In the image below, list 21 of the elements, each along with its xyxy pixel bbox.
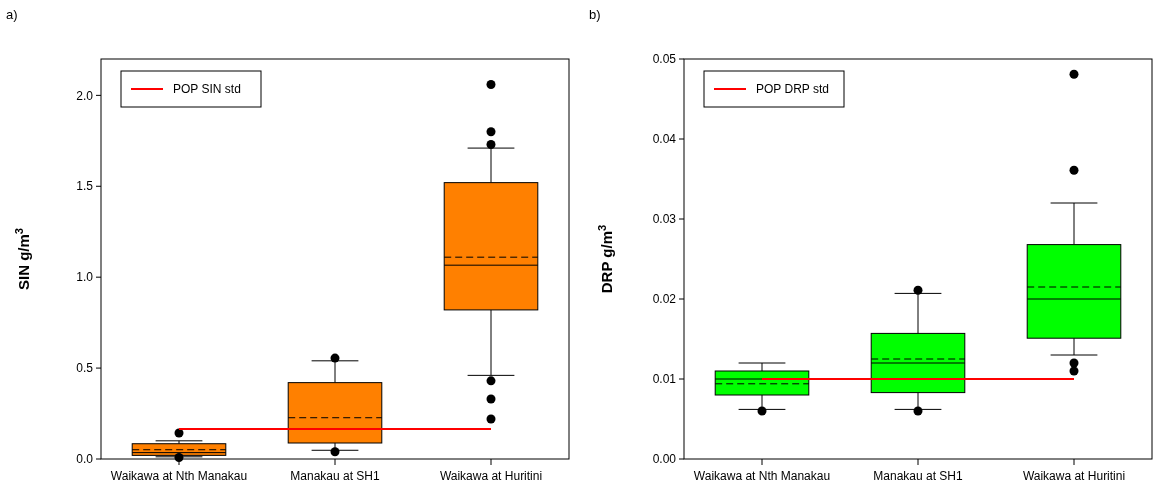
text: b) xyxy=(589,7,601,22)
y-tick-label: 1.5 xyxy=(76,179,94,194)
y-tick-label: 2.0 xyxy=(76,88,94,103)
x-tick-label: Waikawa at Nth Manakau xyxy=(693,469,831,483)
y-tick-label: 0.0 xyxy=(76,452,94,467)
y-tick-label: 0.04 xyxy=(652,132,677,147)
legend-label: POP SIN std xyxy=(173,82,241,97)
text: a) xyxy=(6,7,18,22)
y-tick-label: 0.00 xyxy=(652,452,677,467)
x-tick-label: Waikawa at Nth Manakau xyxy=(110,469,248,483)
x-tick-label: Waikawa at Huritini xyxy=(439,469,543,483)
y-tick-label: 0.02 xyxy=(652,292,677,307)
y-tick-label: 0.05 xyxy=(652,52,677,67)
y-tick-label: 0.5 xyxy=(76,361,94,376)
x-tick-label: Manakau at SH1 xyxy=(290,469,381,483)
y-tick-label: 0.01 xyxy=(652,372,677,387)
x-tick-label: Waikawa at Huritini xyxy=(1022,469,1126,483)
legend-label: POP DRP std xyxy=(756,82,829,97)
y-tick-label: 0.03 xyxy=(652,212,677,227)
y-tick-label: 1.0 xyxy=(76,270,94,285)
x-tick-label: Manakau at SH1 xyxy=(873,469,964,483)
